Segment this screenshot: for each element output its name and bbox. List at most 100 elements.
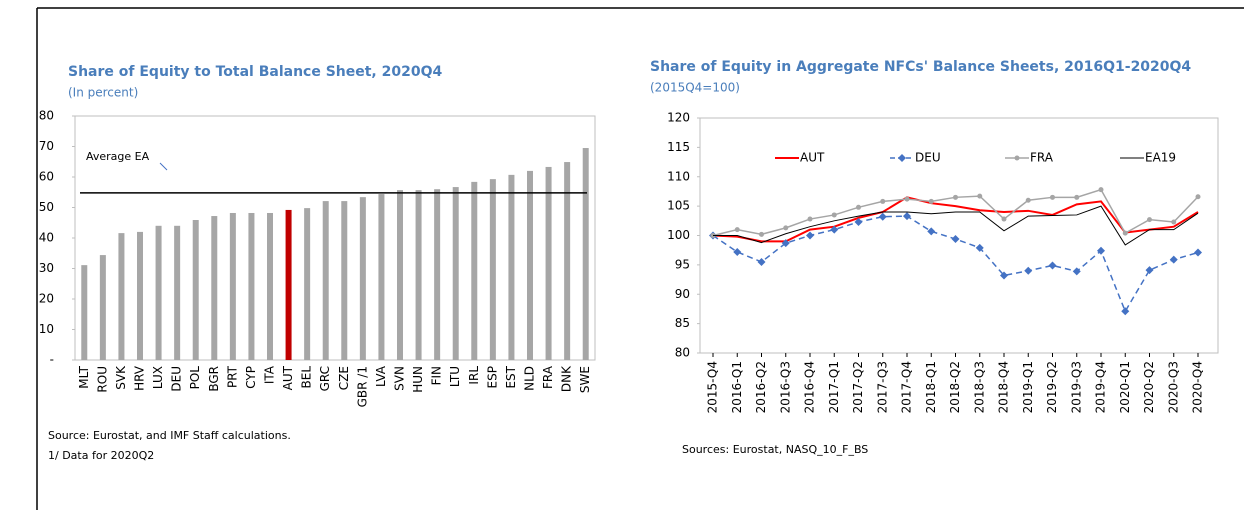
legend-marker (1014, 155, 1020, 161)
y-tick-label: 80 (675, 346, 690, 360)
x-tick-label: 2017-Q1 (827, 361, 841, 413)
x-tick-label: 2019-Q4 (1094, 361, 1108, 413)
marker (1169, 255, 1178, 264)
y-tick-label: 100 (667, 228, 690, 242)
x-tick-label: CYP (244, 366, 258, 389)
bar (545, 166, 552, 360)
x-tick-label: 2016-Q3 (778, 361, 792, 413)
bar (434, 189, 441, 360)
chart-title: Share of Equity to Total Balance Sheet, … (68, 64, 442, 80)
y-tick-label: 105 (667, 199, 690, 213)
y-tick-label: 40 (39, 231, 54, 245)
x-tick-label: SWE (578, 366, 592, 393)
bar (248, 212, 255, 360)
marker (928, 198, 934, 204)
x-tick-label: 2018-Q2 (948, 361, 962, 413)
y-tick-label: 90 (675, 287, 690, 301)
x-tick-label: FIN (430, 366, 444, 385)
y-tick-label: 50 (39, 200, 54, 214)
note: Sources: Eurostat, NASQ_10_F_BS (682, 443, 868, 456)
x-tick-label: BGR (207, 366, 221, 392)
x-tick-label: HRV (133, 365, 147, 391)
y-tick-label: 110 (667, 169, 690, 183)
reference-label: Average EA (86, 150, 150, 163)
series-line (712, 196, 1199, 243)
marker (830, 225, 839, 234)
x-tick-label: LUX (151, 366, 165, 389)
x-tick-label: 2016-Q4 (803, 361, 817, 413)
bar (341, 201, 348, 360)
y-tick-label: - (50, 353, 54, 367)
x-tick-label: 2020-Q4 (1191, 361, 1205, 413)
bar (192, 220, 199, 360)
marker (854, 217, 863, 226)
marker (781, 239, 790, 248)
marker (927, 227, 936, 236)
bar (471, 181, 478, 360)
marker (1098, 187, 1104, 193)
marker (1001, 216, 1007, 222)
marker (1074, 194, 1080, 200)
marker (759, 231, 764, 237)
marker (1050, 194, 1055, 200)
y-tick-label: 95 (675, 257, 690, 271)
x-tick-label: GRC (318, 366, 332, 391)
x-tick-label: SVN (393, 366, 407, 391)
legend-label: AUT (800, 151, 825, 165)
y-tick-label: 85 (675, 316, 690, 330)
bar (118, 233, 125, 360)
marker (1194, 248, 1202, 257)
bar (174, 225, 181, 360)
note: 1/ Data for 2020Q2 (48, 449, 154, 462)
marker (1072, 267, 1081, 276)
x-tick-label: ROU (95, 366, 109, 393)
marker (1000, 271, 1008, 280)
marker (1048, 261, 1057, 270)
bar (452, 187, 459, 360)
x-tick-label: 2020-Q1 (1118, 361, 1132, 413)
x-tick-label: 2020-Q3 (1166, 361, 1180, 413)
x-tick-label: 2016-Q2 (754, 361, 768, 413)
x-tick-label: FRA (541, 365, 555, 389)
bar (508, 174, 515, 360)
marker (1025, 197, 1031, 203)
x-tick-label: 2019-Q1 (1021, 361, 1035, 413)
x-tick-label: 2017-Q3 (875, 361, 889, 413)
x-tick-label: EST (504, 365, 518, 388)
x-tick-label: 2017-Q4 (900, 361, 914, 413)
marker (1024, 266, 1033, 275)
chart-title: Share of Equity in Aggregate NFCs' Balan… (650, 59, 1191, 75)
bar (582, 148, 589, 360)
chart-subtitle: (2015Q4=100) (650, 81, 740, 95)
marker (1145, 266, 1154, 275)
marker (733, 247, 742, 256)
x-tick-label: ITA (263, 365, 277, 384)
x-tick-label: CZE (337, 366, 351, 390)
bar (211, 216, 218, 360)
x-tick-label: PRT (225, 365, 239, 388)
x-tick-label: DNK (560, 365, 574, 392)
bar (229, 212, 236, 360)
bar (359, 197, 366, 360)
marker (806, 231, 814, 240)
y-tick-label: 80 (39, 109, 54, 123)
plot-border (74, 115, 596, 361)
x-tick-label: DEU (170, 366, 184, 392)
y-tick-label: 20 (39, 292, 54, 306)
legend-label: EA19 (1145, 151, 1176, 165)
marker (953, 194, 958, 200)
bar (489, 179, 496, 360)
x-tick-label: AUT (281, 365, 295, 390)
series-line (713, 205, 1199, 246)
legend-marker (898, 154, 906, 162)
bar (99, 255, 106, 360)
x-tick-label: 2020-Q2 (1142, 361, 1156, 413)
bar (415, 190, 422, 360)
marker (1147, 217, 1152, 223)
x-tick-label: 2019-Q2 (1045, 361, 1059, 413)
marker (856, 204, 861, 210)
marker (807, 216, 813, 222)
bar (267, 212, 273, 360)
x-tick-label: BEL (300, 366, 314, 389)
